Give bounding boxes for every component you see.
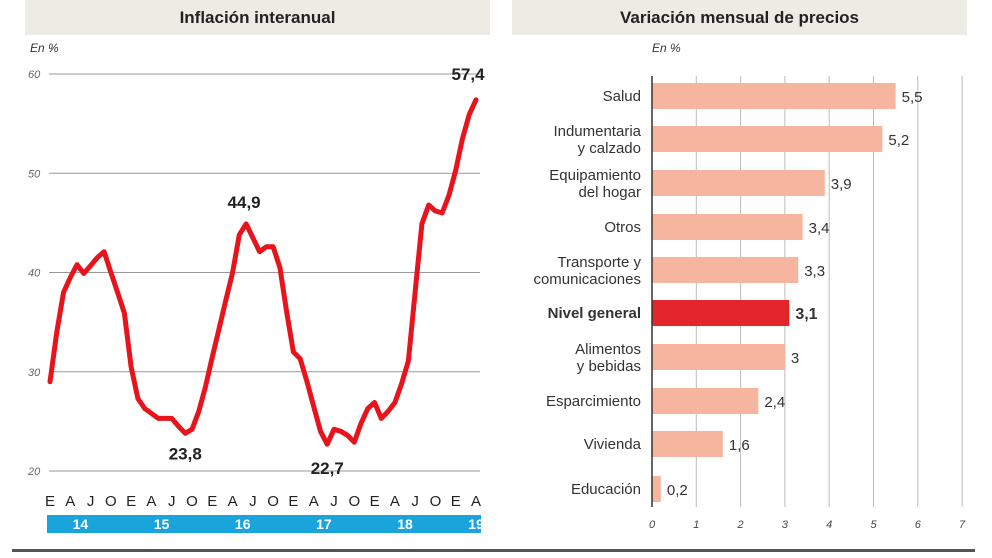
- x-tick-label: J: [330, 493, 338, 510]
- left-chart-title: Inflación interanual: [25, 0, 490, 35]
- value-label: 3,9: [831, 176, 852, 193]
- category-label: Indumentaria: [553, 123, 641, 140]
- x-tick-label: J: [87, 493, 95, 510]
- x-tick-label: A: [309, 493, 319, 510]
- value-label: 1,6: [729, 437, 750, 454]
- bar: [652, 257, 799, 283]
- x-tick-label: A: [471, 493, 481, 510]
- category-label: Vivienda: [584, 436, 642, 453]
- x-tick-label: E: [126, 493, 136, 510]
- year-label: 15: [154, 516, 170, 532]
- x-tick-label: 2: [737, 519, 744, 531]
- y-tick-label: 30: [28, 367, 41, 379]
- category-label: y calzado: [578, 140, 641, 157]
- y-tick-label: 40: [28, 268, 41, 280]
- x-tick-label: O: [430, 493, 442, 510]
- year-label: 19: [468, 516, 484, 532]
- bar: [652, 214, 803, 240]
- data-label: 44,9: [228, 193, 261, 212]
- x-tick-label: J: [411, 493, 419, 510]
- value-label: 5,5: [902, 89, 923, 106]
- x-tick-label: 1: [693, 519, 699, 531]
- value-label: 3,1: [795, 306, 817, 323]
- x-tick-label: E: [45, 493, 55, 510]
- value-label: 5,2: [888, 132, 909, 149]
- x-tick-label: J: [168, 493, 176, 510]
- data-label: 23,8: [169, 444, 202, 463]
- bar: [652, 300, 790, 326]
- category-label: Nivel general: [548, 305, 641, 322]
- category-label: del hogar: [578, 184, 641, 201]
- value-label: 3,3: [804, 263, 825, 280]
- y-tick-label: 50: [28, 168, 41, 180]
- category-label: Esparcimiento: [546, 393, 641, 410]
- x-tick-label: O: [105, 493, 117, 510]
- category-label: Educación: [571, 481, 641, 498]
- bar: [652, 344, 785, 370]
- x-tick-label: E: [451, 493, 461, 510]
- value-label: 0,2: [667, 482, 688, 499]
- x-tick-label: 0: [649, 519, 656, 531]
- bottom-divider: [12, 549, 975, 552]
- category-label: Alimentos: [575, 341, 641, 358]
- bar: [652, 431, 723, 457]
- x-tick-label: O: [267, 493, 279, 510]
- x-tick-label: J: [249, 493, 257, 510]
- x-tick-label: A: [390, 493, 400, 510]
- y-tick-label: 20: [27, 466, 41, 478]
- x-tick-label: A: [65, 493, 75, 510]
- inflation-line: [47, 97, 479, 447]
- x-tick-label: 3: [782, 519, 789, 531]
- year-label: 16: [235, 516, 251, 532]
- x-tick-label: A: [228, 493, 238, 510]
- unit-label: En %: [30, 41, 59, 55]
- category-label: Otros: [604, 219, 641, 236]
- year-label: 17: [316, 516, 332, 532]
- category-label: Salud: [603, 88, 641, 105]
- x-tick-label: O: [186, 493, 198, 510]
- y-tick-label: 60: [28, 69, 41, 81]
- x-tick-label: E: [370, 493, 380, 510]
- x-tick-label: A: [146, 493, 156, 510]
- x-tick-label: O: [348, 493, 360, 510]
- category-label: Equipamiento: [549, 167, 641, 184]
- x-tick-label: 7: [959, 519, 966, 531]
- x-tick-label: E: [288, 493, 298, 510]
- year-label: 18: [397, 516, 413, 532]
- value-label: 2,4: [764, 394, 785, 411]
- x-tick-label: 4: [826, 519, 832, 531]
- unit-label: En %: [652, 41, 681, 55]
- value-label: 3: [791, 350, 799, 367]
- category-label: y bebidas: [577, 358, 641, 375]
- bar: [652, 83, 896, 109]
- x-tick-label: 5: [870, 519, 877, 531]
- category-label: Transporte y: [557, 254, 641, 271]
- year-label: 14: [73, 516, 89, 532]
- bar: [652, 126, 883, 152]
- bar: [652, 170, 825, 196]
- bar: [652, 476, 661, 502]
- x-tick-label: E: [207, 493, 217, 510]
- year-bar: [47, 515, 481, 533]
- value-label: 3,4: [809, 220, 830, 237]
- right-chart-title: Variación mensual de precios: [512, 0, 967, 35]
- bar: [652, 388, 759, 414]
- x-tick-label: 6: [915, 519, 922, 531]
- data-label: 57,4: [451, 65, 485, 84]
- data-label: 22,7: [311, 459, 344, 478]
- category-label: comunicaciones: [533, 271, 641, 288]
